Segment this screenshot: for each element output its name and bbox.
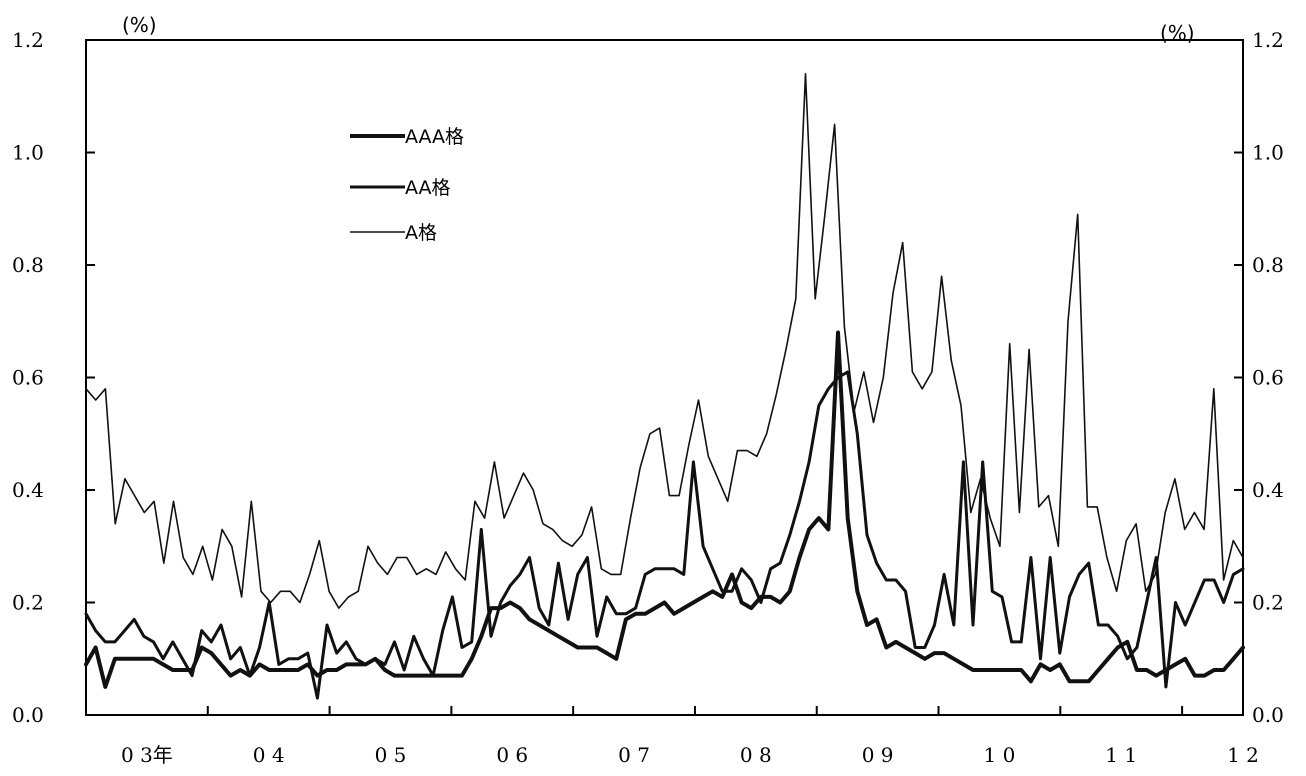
left-unit-label: (%) [122,13,157,37]
y-axis-right: 0.0 0.2 0.4 0.6 0.8 1.0 1.2 [1234,28,1284,727]
series-lines [84,73,1245,700]
x-tick-label: 0 4 [253,743,285,767]
y-tick-label-right: 1.0 [1252,141,1284,165]
x-tick-label: 1 1 [1105,743,1137,767]
x-tick-label: 0 5 [375,743,407,767]
plot-frame [85,39,1244,716]
y-tick-label-left: 0.0 [12,703,44,727]
x-tick-label: 0 7 [618,743,650,767]
y-tick-label-right: 0.0 [1252,703,1284,727]
series-line-2 [85,73,1244,609]
x-tick-label: 0 6 [496,743,528,767]
legend-label: A格 [405,222,437,244]
y-axis-left: 0.0 0.2 0.4 0.6 0.8 1.0 1.2 [12,28,95,727]
y-tick-label-left: 0.4 [12,478,44,502]
y-tick-label-left: 0.6 [12,366,44,390]
x-tick-label: 0 9 [862,743,894,767]
legend-label: AA格 [405,177,451,199]
y-tick-label-left: 0.8 [12,253,44,277]
x-tick-label: 0 3年 [121,743,173,767]
legend: AAA格 AA格 A格 [350,126,464,244]
y-tick-label-right: 0.6 [1252,366,1284,390]
x-tick-label: 1 2 [1227,743,1259,767]
y-tick-label-left: 1.2 [12,28,44,52]
x-tick-label: 0 8 [740,743,772,767]
series-line-1 [84,370,1245,700]
y-tick-label-right: 0.4 [1252,478,1284,502]
y-tick-label-left: 0.2 [12,591,44,615]
y-tick-label-right: 0.8 [1252,253,1284,277]
x-axis: 0 3年 0 4 0 5 0 6 0 7 0 8 0 9 1 0 1 1 1 2 [85,706,1259,767]
y-tick-label-right: 0.2 [1252,591,1284,615]
x-tick-label: 1 0 [984,743,1016,767]
legend-label: AAA格 [405,126,464,148]
right-unit-label: (%) [1160,21,1195,45]
series-line-0 [84,330,1245,689]
y-tick-label-left: 1.0 [12,141,44,165]
y-tick-label-right: 1.2 [1252,28,1284,52]
